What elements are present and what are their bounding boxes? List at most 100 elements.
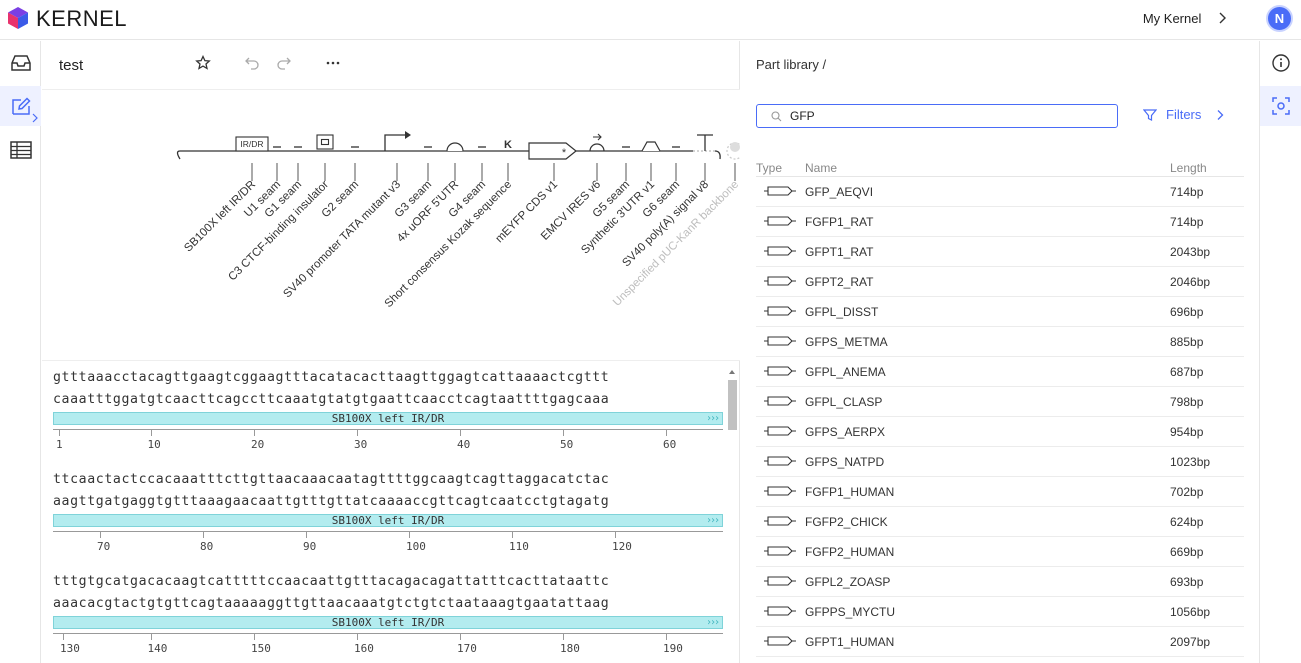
ruler-label: 140	[147, 642, 168, 655]
table-row[interactable]: FGFP1_HUMAN 702bp	[756, 477, 1244, 507]
info-icon	[1271, 54, 1290, 72]
part-length: 2043bp	[1170, 245, 1211, 259]
table-row[interactable]: GFPT1_RAT 2043bp	[756, 237, 1244, 267]
part-length: 885bp	[1170, 335, 1204, 349]
direction-arrow-icon: ›››	[705, 617, 720, 628]
ruler-label: 150	[251, 642, 271, 655]
my-kernel-link[interactable]: My Kernel	[1143, 11, 1229, 26]
part-type-icon	[764, 216, 796, 226]
annotation-bar[interactable]: SB100X left IR/DR ›››	[53, 412, 723, 425]
search-field[interactable]	[756, 104, 1118, 128]
promoter-arrowhead	[405, 131, 411, 139]
filters-button[interactable]: Filters	[1143, 107, 1224, 122]
position-ruler: 130 140 150 160 170 180 190	[53, 633, 723, 657]
bottom-strand[interactable]: aaacacgtactgtgttcagtaaaaaggttgttaacaaatg…	[53, 596, 610, 611]
info-button[interactable]	[1260, 43, 1301, 83]
table-row[interactable]: FGFP2_HUMAN 669bp	[756, 537, 1244, 567]
ruler-tick	[460, 430, 461, 436]
table-row[interactable]: GFPS_AERPX 954bp	[756, 417, 1244, 447]
annotation-bar[interactable]: SB100X left IR/DR ›››	[53, 616, 723, 629]
left-nav-rail	[0, 41, 41, 663]
table-row[interactable]: GFPT1_HUMAN 2097bp	[756, 627, 1244, 657]
ruler-label: 20	[251, 438, 265, 451]
part-length: 624bp	[1170, 515, 1204, 529]
table-row[interactable]: GFPL_DISST 696bp	[756, 297, 1244, 327]
part-type-icon	[764, 366, 796, 376]
right-tool-rail	[1259, 41, 1301, 663]
ruler-label: 70	[97, 540, 111, 553]
part-name: GFPL_DISST	[805, 305, 879, 319]
filter-icon	[1143, 108, 1157, 121]
bottom-strand[interactable]: caaatttggatgtcaacttcagccttcaaatgtatgtgaa…	[53, 392, 610, 407]
part-type-icon	[764, 576, 796, 586]
table-row[interactable]: GFPT2_RAT 2046bp	[756, 267, 1244, 297]
inbox-icon	[10, 55, 31, 71]
table-row[interactable]: GFPS_NATPD 1023bp	[756, 447, 1244, 477]
inbox-button[interactable]	[0, 43, 41, 83]
annotation-label: SB100X left IR/DR	[331, 616, 445, 629]
redo-icon[interactable]	[276, 55, 292, 71]
column-header-type[interactable]: Type	[756, 161, 783, 175]
top-strand[interactable]: gtttaaacctacagttgaagtcggaagtttacatacactt…	[53, 370, 610, 385]
part-name: GFP_AEQVI	[805, 185, 874, 199]
table-row[interactable]: FGFP2_CHICK 624bp	[756, 507, 1244, 537]
undo-icon[interactable]	[244, 55, 260, 71]
ruler-tick	[615, 532, 616, 538]
breadcrumb[interactable]: Part library /	[756, 57, 827, 72]
column-header-name[interactable]: Name	[805, 161, 838, 175]
ruler-tick	[203, 532, 204, 538]
scroll-up-icon[interactable]	[727, 368, 737, 376]
part-type-icon	[764, 516, 796, 526]
part-name: GFPT1_HUMAN	[805, 635, 895, 649]
top-strand[interactable]: tttgtgcatgacacaagtcatttttccaacaattgtttac…	[53, 574, 610, 589]
ruler-tick	[512, 532, 513, 538]
search-input[interactable]	[790, 109, 1090, 123]
table-row[interactable]: GFP_AEQVI 714bp	[756, 177, 1244, 207]
ruler-label: 100	[406, 540, 426, 553]
ruler-label: 190	[663, 642, 683, 655]
ruler-tick	[666, 634, 667, 640]
table-row[interactable]: GFPS_METMA 885bp	[756, 327, 1244, 357]
ruler-tick	[666, 430, 667, 436]
table-row[interactable]: GFPL_CLASP 798bp	[756, 387, 1244, 417]
edit-icon	[11, 97, 31, 115]
table-row[interactable]: GFPPS_MYCTU 1056bp	[756, 597, 1244, 627]
bottom-strand[interactable]: aagttgatgaggtgtttaaagaacaattgtttgttatcaa…	[53, 494, 610, 509]
focus-view-button[interactable]	[1260, 86, 1301, 126]
scrollbar-thumb[interactable]	[728, 380, 737, 430]
part-name: FGFP2_CHICK	[805, 515, 888, 529]
table-row[interactable]: GFPL_ANEMA 687bp	[756, 357, 1244, 387]
top-strand[interactable]: ttcaactactccacaaatttcttgttaacaaacaatagtt…	[53, 472, 610, 487]
brand-name: KERNEL	[36, 6, 128, 31]
part-name: GFPS_AERPX	[805, 425, 886, 439]
editor-button[interactable]	[0, 86, 41, 126]
part-type-icon	[764, 606, 796, 616]
star-icon[interactable]	[195, 55, 211, 71]
ruler-tick	[563, 634, 564, 640]
ruler-tick	[150, 634, 152, 640]
utr5-glyph	[446, 142, 464, 152]
ruler-label: 120	[612, 540, 632, 553]
part-name: GFPL_CLASP	[805, 395, 883, 409]
kernel-logo-icon[interactable]	[6, 6, 30, 30]
table-view-button[interactable]	[0, 130, 41, 170]
avatar[interactable]: N	[1266, 5, 1293, 32]
annotation-bar[interactable]: SB100X left IR/DR ›››	[53, 514, 723, 527]
part-type-icon	[764, 486, 796, 496]
part-type-icon	[764, 306, 796, 316]
part-type-icon	[764, 426, 796, 436]
sequence-scrollbar[interactable]	[726, 366, 738, 663]
part-length: 702bp	[1170, 485, 1204, 499]
column-header-length[interactable]: Length	[1170, 161, 1207, 175]
more-options-icon[interactable]	[325, 61, 341, 65]
part-type-icon	[764, 636, 796, 646]
parts-table: GFP_AEQVI 714bp FGFP1_RAT 714bp GFPT1_RAT 204…	[756, 177, 1244, 657]
part-length: 954bp	[1170, 425, 1204, 439]
construct-map: IR/DR SB100X left IR/DR U1 seam G1 seam C3 C…	[42, 89, 744, 361]
my-kernel-label: My Kernel	[1142, 11, 1202, 26]
table-row[interactable]: FGFP1_RAT 714bp	[756, 207, 1244, 237]
part-type-icon	[764, 456, 796, 466]
document-title[interactable]: test	[59, 57, 84, 74]
table-row[interactable]: GFPL2_ZOASP 693bp	[756, 567, 1244, 597]
part-name: GFPS_METMA	[805, 335, 888, 349]
